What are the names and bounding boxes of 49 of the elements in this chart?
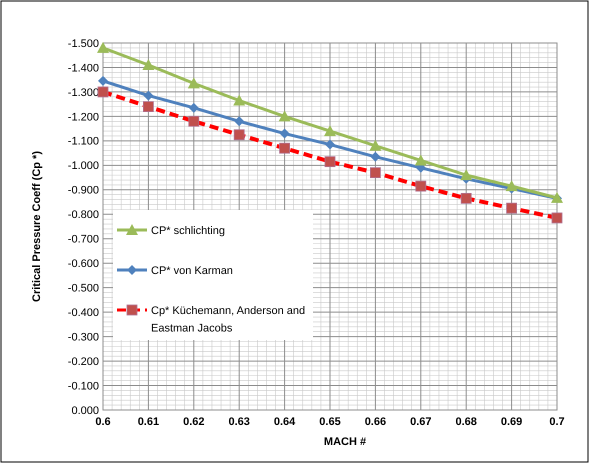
legend-label: Cp* Küchemann, Anderson and Eastman Jacobs	[151, 304, 306, 334]
x-tick-label: 0.69	[500, 416, 522, 428]
point	[324, 125, 336, 136]
point	[506, 180, 518, 192]
point	[188, 77, 200, 88]
y-tick-label: -0.700	[68, 234, 99, 246]
point	[188, 102, 199, 113]
point	[234, 116, 244, 126]
point	[98, 76, 108, 86]
y-tick-label: -1.400	[68, 62, 99, 74]
point	[460, 169, 472, 180]
y-tick-label: -1.300	[68, 86, 99, 99]
y-tick-label: -0.200	[68, 356, 99, 368]
y-tick-label: -0.400	[68, 306, 99, 319]
x-tick-label: 0.66	[364, 416, 386, 428]
y-tick-label: -1.200	[68, 111, 99, 124]
point	[370, 152, 380, 162]
point	[280, 128, 290, 139]
x-tick-label: 0.65	[319, 416, 341, 428]
y-tick-label: -0.100	[68, 380, 99, 392]
y-tick-label: -0.500	[68, 282, 99, 295]
y-tick-label: -0.600	[68, 258, 99, 270]
x-axis-title: MACH #	[324, 436, 366, 448]
x-tick-label: 0.6	[95, 416, 111, 428]
y-tick-label: -0.300	[68, 331, 99, 344]
y-tick-label: -1.000	[68, 160, 99, 172]
point	[325, 140, 335, 150]
x-tick-label: 0.62	[183, 416, 205, 428]
x-tick-label: 0.63	[228, 416, 250, 428]
point	[143, 90, 154, 101]
x-tick-label: 0.61	[138, 416, 160, 428]
y-tick-label: -1.500	[68, 38, 99, 50]
y-axis-title: Critical Pressure Coeff (Cp *)	[31, 150, 43, 302]
point	[97, 42, 109, 53]
y-tick-label: 0.000	[71, 404, 99, 417]
point	[369, 140, 382, 151]
point	[278, 110, 291, 122]
x-tick-label: 0.7	[549, 416, 565, 428]
point	[414, 154, 427, 166]
y-tick-label: -0.900	[68, 184, 99, 197]
x-tick-label: 0.68	[455, 416, 477, 428]
legend-label: CP* schlichting	[151, 224, 225, 237]
y-tick-label: -1.100	[68, 136, 99, 148]
x-tick-label: 0.64	[274, 416, 296, 428]
legend-label: CP* von Karman	[151, 264, 233, 277]
point	[142, 59, 154, 70]
y-tick-label: -0.800	[68, 209, 99, 222]
point	[233, 94, 246, 106]
x-tick-label: 0.67	[410, 416, 432, 428]
